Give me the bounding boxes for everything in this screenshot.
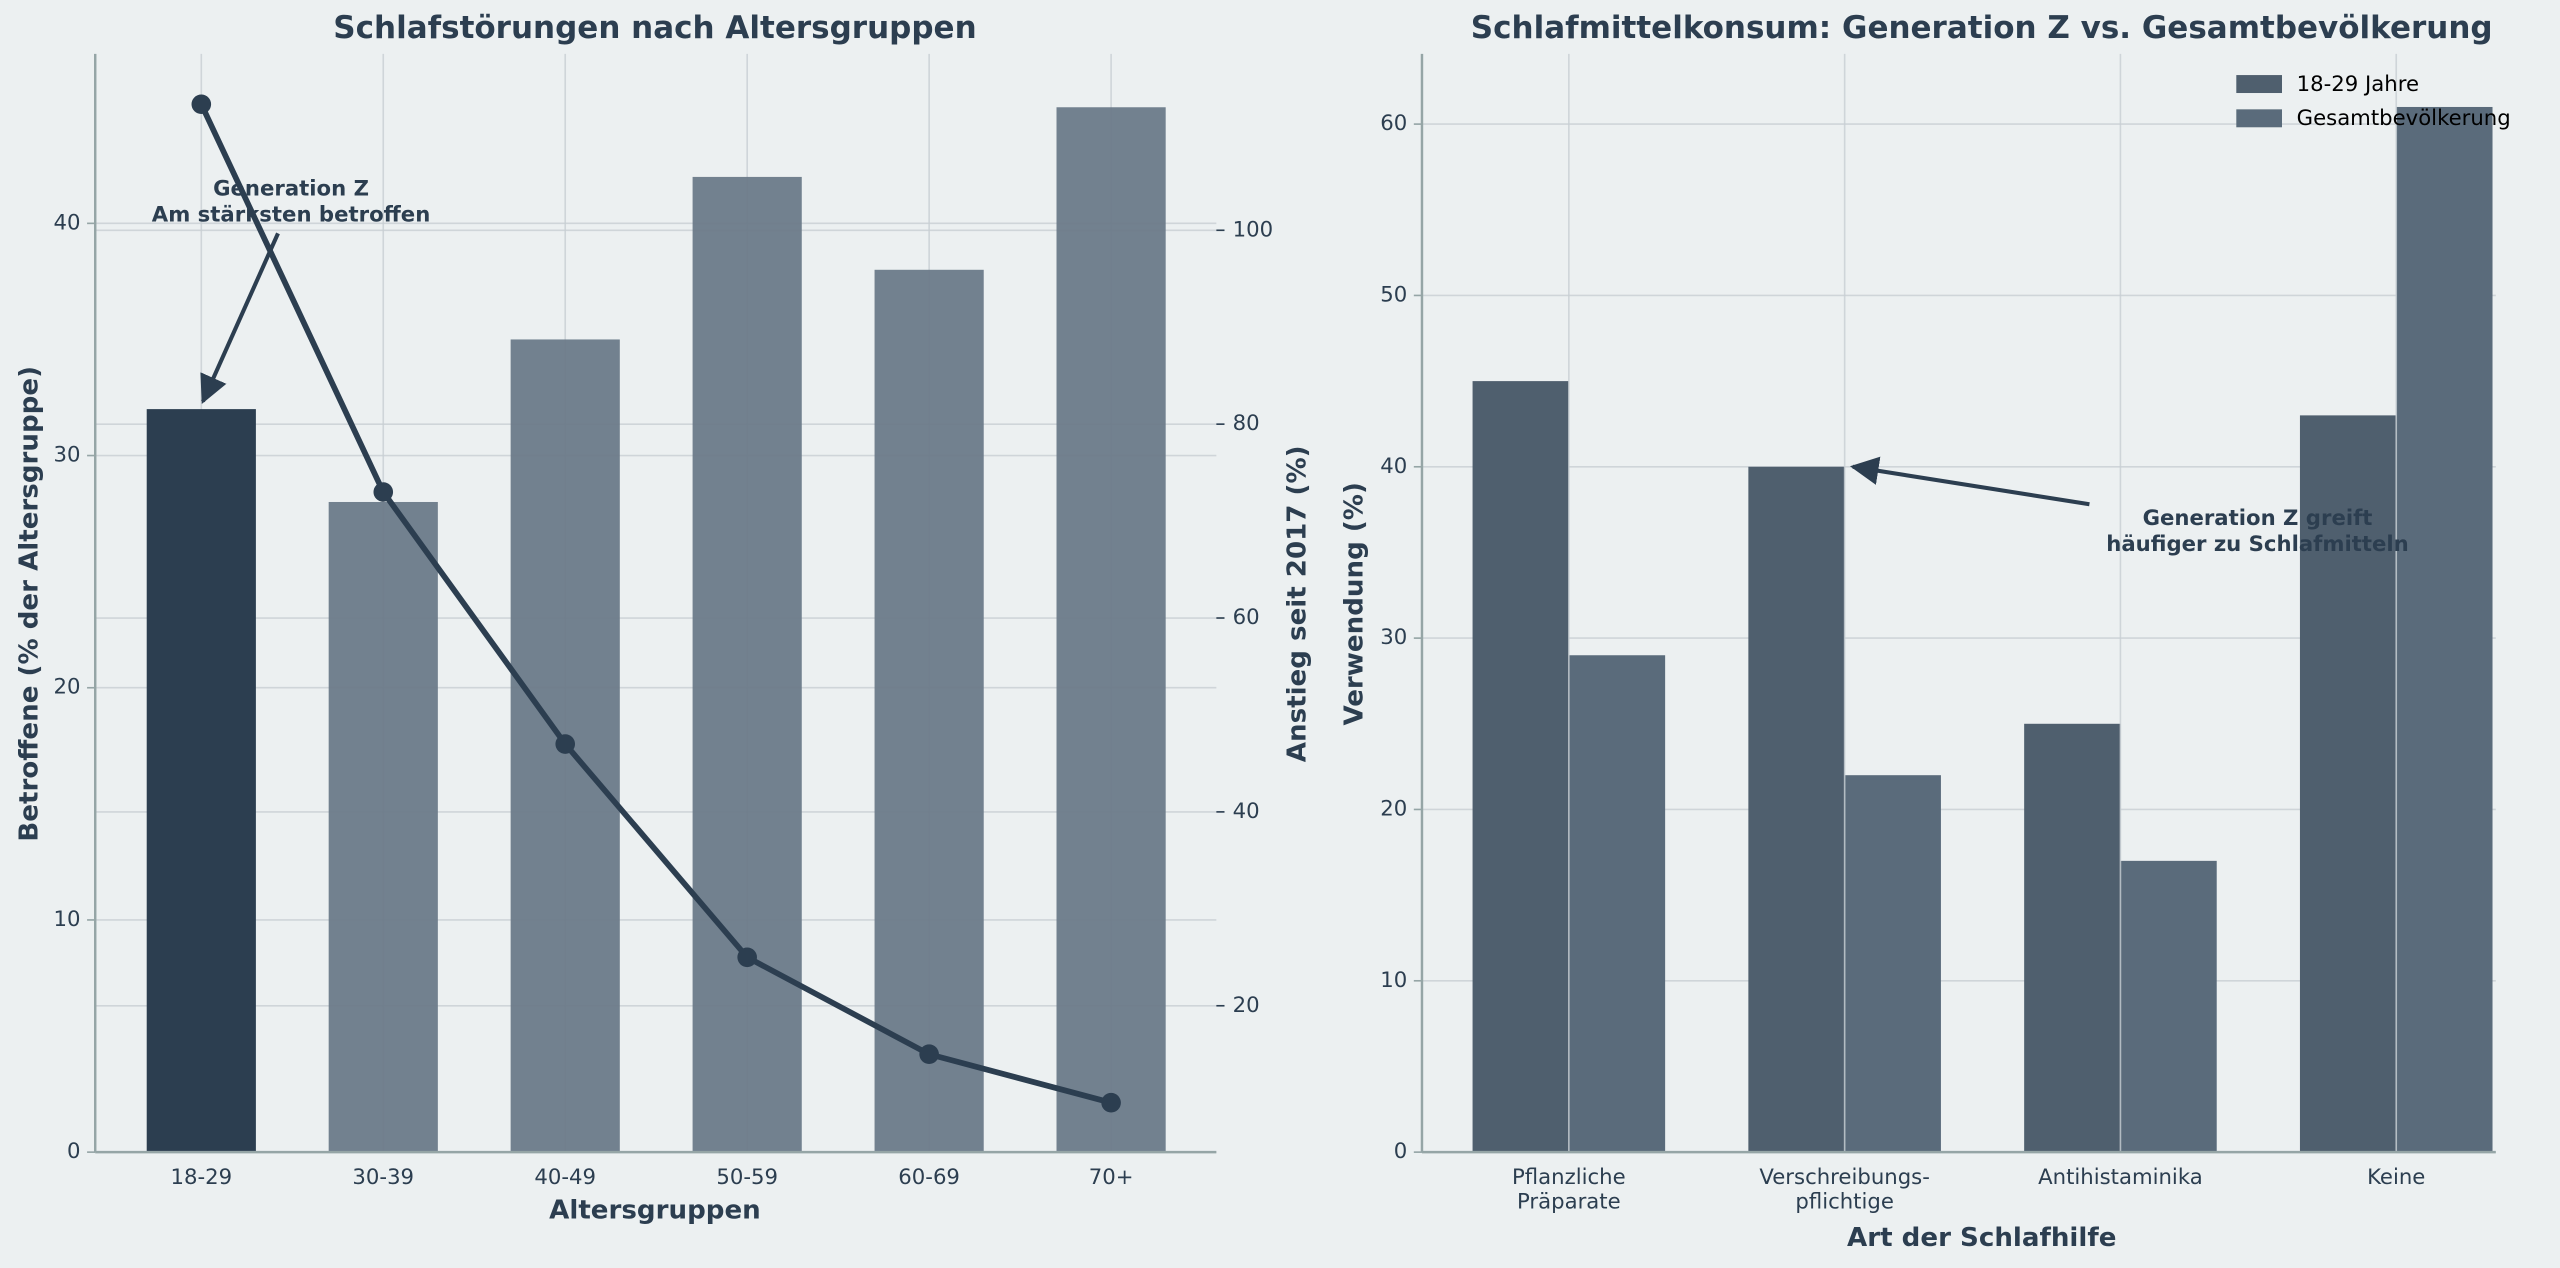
point — [555, 734, 576, 754]
y-axis-label: Verwendung (%) — [1340, 482, 1370, 725]
y-tick-label: 60 — [1380, 111, 1407, 136]
x-tick-label: 40-49 — [534, 1165, 596, 1190]
x-tick-label: 60-69 — [898, 1165, 960, 1190]
bar — [1568, 655, 1666, 1153]
annotation-arrow — [1849, 456, 2090, 507]
y-tick-label: 40 — [1380, 454, 1407, 479]
legend-label: Gesamtbevölkerung — [2297, 106, 2511, 131]
annotation: Generation Z — [213, 176, 369, 201]
bar — [874, 269, 984, 1153]
y-tick-label: 40 — [54, 210, 81, 235]
annotation: häufiger zu Schlafmitteln — [2106, 532, 2409, 557]
bar — [2299, 415, 2397, 1153]
annotation: Generation Z greift — [2143, 506, 2373, 531]
legend-swatch — [2236, 75, 2282, 94]
annotation: Am stärksten betroffen — [152, 202, 431, 227]
x-tick-label: Antihistaminika — [2038, 1165, 2203, 1190]
y-tick-label: 10 — [1380, 968, 1407, 993]
y-tick-label: 10 — [54, 907, 81, 932]
y2-tick-label: 20 — [1233, 993, 1260, 1018]
bar — [2396, 106, 2493, 1153]
y-tick-label: 30 — [1380, 625, 1407, 650]
line — [198, 103, 1112, 1106]
bar — [328, 501, 438, 1153]
x-tick-label: 18-29 — [170, 1165, 232, 1190]
x-tick-label: Verschreibungs-pflichtige — [1759, 1165, 1929, 1214]
y-tick-label: 30 — [54, 443, 81, 468]
bar — [2024, 723, 2121, 1153]
y-tick-label: 50 — [1380, 282, 1407, 307]
bar — [1844, 775, 1941, 1153]
bar — [692, 176, 802, 1153]
y2-tick-label: 60 — [1233, 605, 1260, 630]
chart-title: Schlafmittelkonsum: Generation Z vs. Ges… — [1471, 10, 2493, 46]
point — [1101, 1092, 1121, 1113]
bar — [1748, 466, 1845, 1153]
point — [373, 482, 394, 502]
y-tick-label: 20 — [1380, 796, 1407, 821]
y2-tick-label: 100 — [1233, 217, 1273, 242]
bar — [2120, 860, 2217, 1153]
legend-label: 18-29 Jahre — [2297, 72, 2419, 97]
y-axis-label: Betroffene (% der Altersgruppe) — [14, 366, 44, 842]
x-tick-label: 50-59 — [716, 1165, 778, 1190]
y2-tick-label: 80 — [1233, 411, 1260, 436]
x-axis-label: Altersgruppen — [549, 1195, 761, 1225]
point — [191, 94, 212, 115]
y-tick-label: 20 — [54, 675, 81, 700]
point — [737, 947, 757, 968]
y-tick-label: 0 — [1394, 1139, 1408, 1164]
y2-axis-label: Anstieg seit 2017 (%) — [1282, 445, 1312, 762]
chart-title: Schlafstörungen nach Altersgruppen — [333, 10, 976, 46]
x-axis-label: Art der Schlafhilfe — [1847, 1223, 2116, 1253]
x-tick-label: 30-39 — [352, 1165, 414, 1190]
y2-tick-label: 40 — [1233, 799, 1260, 824]
x-tick-label: Keine — [2367, 1165, 2425, 1190]
annotation-arrow — [200, 232, 280, 405]
bar — [1472, 381, 1569, 1153]
bar — [1056, 107, 1166, 1153]
x-tick-label: 70+ — [1089, 1165, 1134, 1190]
point — [919, 1044, 939, 1065]
y-tick-label: 0 — [67, 1139, 81, 1164]
legend-swatch — [2236, 109, 2282, 128]
bar — [146, 409, 256, 1153]
x-tick-label: Pflanzliche Präparate — [1512, 1165, 1626, 1214]
